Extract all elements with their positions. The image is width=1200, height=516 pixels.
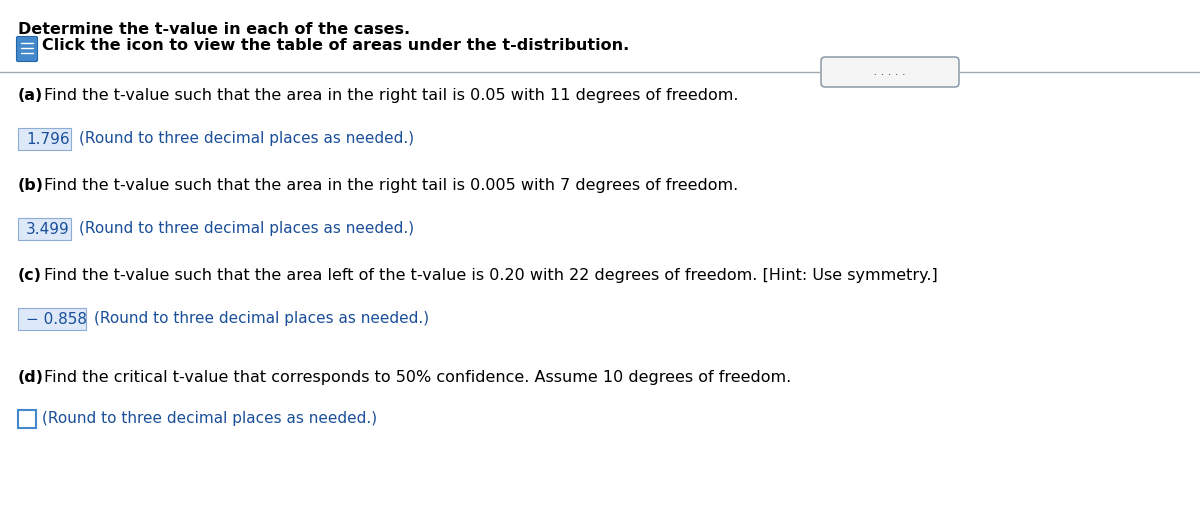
Text: (Round to three decimal places as needed.): (Round to three decimal places as needed…: [79, 132, 414, 147]
FancyBboxPatch shape: [18, 410, 36, 428]
FancyBboxPatch shape: [17, 37, 37, 61]
FancyBboxPatch shape: [18, 218, 71, 240]
Text: 1.796: 1.796: [26, 132, 70, 147]
Text: (b): (b): [18, 178, 44, 193]
Text: (Round to three decimal places as needed.): (Round to three decimal places as needed…: [94, 312, 430, 327]
Text: (Round to three decimal places as needed.): (Round to three decimal places as needed…: [79, 221, 414, 236]
Text: . . . . .: . . . . .: [870, 67, 910, 77]
Text: Find the critical t-value that corresponds to 50% confidence. Assume 10 degrees : Find the critical t-value that correspon…: [44, 370, 791, 385]
FancyBboxPatch shape: [18, 128, 71, 150]
Text: (Round to three decimal places as needed.): (Round to three decimal places as needed…: [42, 411, 377, 427]
Text: Click the icon to view the table of areas under the t-distribution.: Click the icon to view the table of area…: [42, 38, 629, 53]
Text: (d): (d): [18, 370, 44, 385]
Text: Find the t-value such that the area in the right tail is 0.05 with 11 degrees of: Find the t-value such that the area in t…: [44, 88, 738, 103]
Text: Find the t-value such that the area left of the t-value is 0.20 with 22 degrees : Find the t-value such that the area left…: [44, 268, 937, 283]
Text: (a): (a): [18, 88, 43, 103]
Text: (c): (c): [18, 268, 42, 283]
Text: Find the t-value such that the area in the right tail is 0.005 with 7 degrees of: Find the t-value such that the area in t…: [44, 178, 738, 193]
Text: − 0.858: − 0.858: [26, 312, 88, 327]
FancyBboxPatch shape: [821, 57, 959, 87]
Text: 3.499: 3.499: [26, 221, 70, 236]
FancyBboxPatch shape: [18, 308, 86, 330]
Text: Determine the t-value in each of the cases.: Determine the t-value in each of the cas…: [18, 22, 410, 37]
